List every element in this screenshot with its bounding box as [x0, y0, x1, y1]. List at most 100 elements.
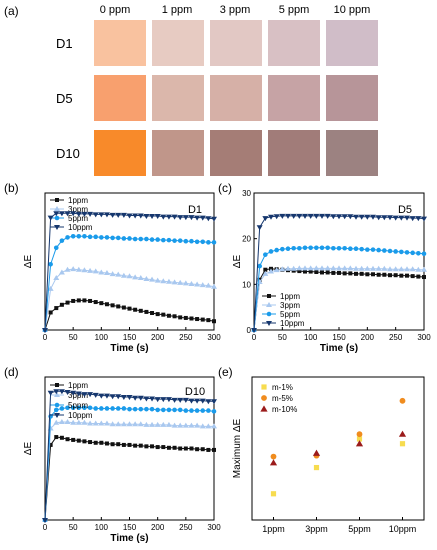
data-point [302, 245, 308, 251]
data-point [58, 269, 65, 275]
data-point [132, 274, 139, 280]
data-point [126, 213, 133, 219]
data-point [392, 266, 399, 272]
data-point [177, 238, 183, 243]
data-point [59, 406, 65, 411]
data-point [121, 236, 127, 241]
data-point [103, 393, 110, 399]
x-tick-label: 250 [389, 333, 403, 342]
data-point [353, 214, 359, 220]
y-tick-label: 0 [247, 326, 252, 335]
data-point [92, 420, 99, 426]
data-point [116, 304, 121, 309]
data-point [132, 236, 138, 242]
data-point [92, 392, 99, 398]
data-point [376, 247, 381, 253]
x-tick-label: 300 [207, 333, 221, 342]
data-point [93, 300, 98, 305]
color-swatch [152, 75, 204, 121]
data-point [354, 271, 358, 276]
data-point [172, 314, 177, 319]
plot-c: (c) ΔE 0 50 100 150 200 250 300 0 10 20 30 Time (s) D5… [218, 181, 431, 354]
data-point [421, 216, 427, 222]
data-point [70, 405, 76, 411]
data-point [182, 215, 189, 221]
data-point [161, 312, 166, 317]
data-point [87, 405, 93, 411]
plot-e: (e) Maximum ΔE 1ppm 3ppm 5ppm 10ppm m-1% m-5% m-… [218, 365, 425, 534]
legend-marker [266, 302, 272, 307]
data-point [211, 240, 217, 245]
legend-label: 10ppm [68, 223, 93, 232]
data-point [99, 235, 104, 240]
x-tick-label: 100 [95, 523, 109, 532]
data-point [87, 420, 94, 426]
data-point [58, 389, 65, 395]
data-point [171, 397, 178, 403]
data-point [263, 267, 268, 272]
data-point [70, 266, 77, 272]
data-point [358, 214, 365, 220]
legend-label: 5ppm [280, 310, 300, 319]
data-point [161, 237, 166, 243]
data-point [336, 265, 342, 271]
data-point [285, 246, 291, 252]
y-axis-label: ΔE [23, 442, 34, 456]
data-point [263, 252, 268, 257]
row-label: D10 [56, 146, 80, 161]
data-point [126, 273, 133, 279]
data-point [59, 435, 64, 440]
data-point [199, 282, 206, 288]
data-point [144, 236, 149, 242]
data-point [409, 266, 416, 272]
data-point [206, 447, 211, 452]
legend-marker [267, 294, 271, 298]
data-point [404, 250, 410, 255]
panel-annotation: D1 [188, 204, 202, 216]
data-point [183, 315, 188, 320]
data-point [70, 233, 76, 239]
column-header: 5 ppm [278, 4, 310, 16]
data-point [303, 269, 307, 274]
legend-marker [54, 206, 60, 211]
data-point [149, 237, 155, 242]
data-point [177, 422, 184, 428]
data-point [115, 271, 122, 277]
x-tick-label: 200 [361, 333, 375, 342]
data-point [64, 419, 71, 425]
data-point [308, 245, 313, 251]
data-point [189, 316, 194, 321]
data-point [365, 272, 370, 277]
swatch-grid: (a) 0 ppm 1 ppm 3 ppm 5 ppm 10 ppm D1 D5… [0, 0, 437, 190]
data-point [133, 443, 138, 448]
data-point [166, 313, 171, 318]
data-point [251, 328, 257, 333]
data-point [364, 265, 371, 271]
data-point [194, 398, 201, 404]
data-point [132, 395, 139, 401]
data-point [81, 419, 88, 425]
legend-label: 3ppm [68, 391, 88, 400]
data-point [143, 214, 150, 220]
legend-label: m-10% [272, 405, 297, 414]
data-point [172, 238, 177, 243]
x-tick-label: 250 [179, 333, 193, 342]
data-point [268, 249, 274, 254]
data-point [312, 449, 321, 456]
data-point [64, 390, 71, 396]
x-tick-label: 150 [123, 523, 137, 532]
data-point [302, 265, 308, 271]
data-point [64, 266, 71, 272]
legend-marker [54, 402, 60, 408]
data-point [182, 397, 189, 403]
data-point [70, 211, 77, 217]
data-point [308, 269, 313, 274]
data-point [387, 248, 393, 254]
data-point [127, 236, 132, 241]
data-point [194, 239, 200, 245]
legend-marker [261, 395, 267, 401]
data-point [359, 246, 364, 252]
data-point [320, 270, 324, 275]
panel-label: (d) [4, 365, 19, 379]
data-point [138, 406, 144, 412]
